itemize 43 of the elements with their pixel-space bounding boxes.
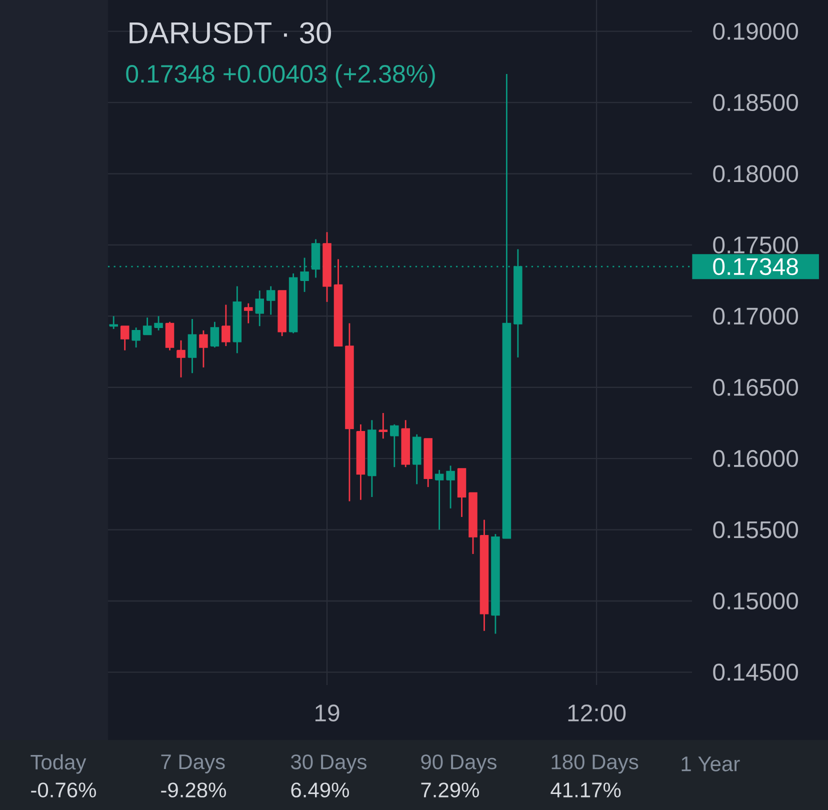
y-tick-label: 0.15000: [713, 592, 798, 610]
ref-line-label: 0.17348: [713, 258, 798, 276]
candlestick: [222, 304, 230, 347]
x-tick-label: 19: [315, 704, 340, 722]
text: 7.29%: [421, 782, 479, 798]
candlestick: [199, 330, 208, 368]
candlestick: [390, 424, 399, 468]
candlestick: [266, 286, 276, 316]
text: -0.76%: [31, 782, 96, 798]
text: 6.49%: [291, 782, 349, 798]
text: 180 Days: [552, 754, 638, 774]
candlestick: [378, 412, 388, 440]
text: 1 Year: [682, 756, 740, 772]
text: 41.17%: [550, 782, 621, 798]
candlestick: [255, 290, 264, 327]
y-tick-label: 0.18000: [713, 165, 798, 182]
text: DARUSDT · 30: [130, 22, 332, 44]
candlestick: [120, 325, 130, 352]
candlestick: [210, 321, 220, 348]
candlestick: [434, 469, 444, 530]
y-tick-label: 0.19000: [713, 22, 798, 40]
text: 0.17348 +0.00403 (+2.38%): [126, 64, 435, 88]
text: 90 Days: [421, 754, 496, 774]
text: -9.28%: [161, 782, 226, 798]
y-tick-label: 0.15500: [713, 521, 798, 538]
text: 7 Days: [161, 754, 225, 774]
candlestick: [109, 315, 118, 330]
y-tick-label: 0.16500: [713, 378, 798, 396]
candlestick: [188, 318, 197, 374]
candlestick: [154, 315, 163, 332]
text: 30 Days: [291, 754, 366, 774]
x-tick-label: 12:00: [568, 704, 626, 722]
candlestick: [244, 302, 253, 324]
text: Today: [30, 754, 86, 774]
y-tick-label: 0.14500: [713, 664, 798, 681]
candlestick: [176, 340, 186, 378]
y-tick-label: 0.16000: [713, 450, 798, 468]
y-tick-label: 0.18500: [713, 94, 798, 112]
candlestick: [446, 464, 455, 510]
y-tick-label: 0.17500: [713, 236, 798, 254]
y-tick-label: 0.17000: [713, 308, 798, 325]
candlestick: [132, 326, 140, 348]
candlestick: [142, 316, 152, 336]
